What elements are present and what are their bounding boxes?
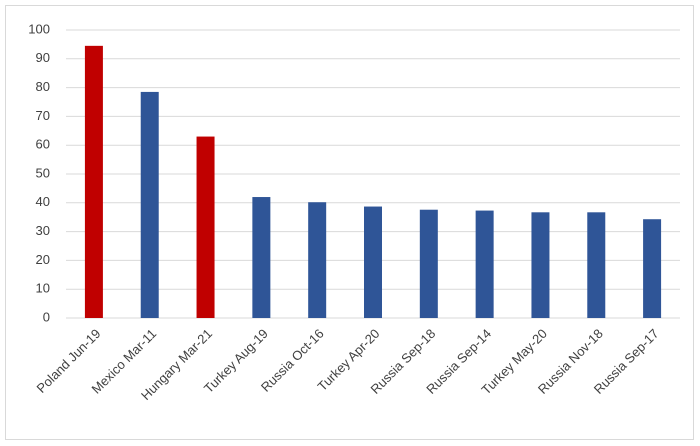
- bar: [643, 219, 662, 318]
- bar: [531, 212, 550, 318]
- bar: [475, 210, 494, 318]
- y-tick-label: 50: [36, 165, 50, 180]
- y-tick-label: 90: [36, 50, 50, 65]
- bar: [196, 136, 215, 318]
- y-tick-label: 30: [36, 223, 50, 238]
- y-tick-label: 40: [36, 194, 50, 209]
- y-tick-label: 60: [36, 137, 50, 152]
- y-tick-label: 80: [36, 79, 50, 94]
- bar: [84, 45, 103, 319]
- bar: [364, 206, 382, 318]
- y-tick-label: 70: [36, 108, 50, 123]
- bar: [419, 209, 438, 318]
- bar: [140, 91, 159, 318]
- chart-border: [5, 5, 694, 440]
- y-tick-label: 20: [36, 252, 50, 267]
- y-tick-label: 10: [36, 281, 50, 296]
- y-tick-label: 100: [28, 21, 50, 36]
- bar: [252, 197, 271, 318]
- y-tick-label: 0: [43, 309, 50, 324]
- bar: [308, 202, 327, 318]
- bar: [587, 212, 606, 318]
